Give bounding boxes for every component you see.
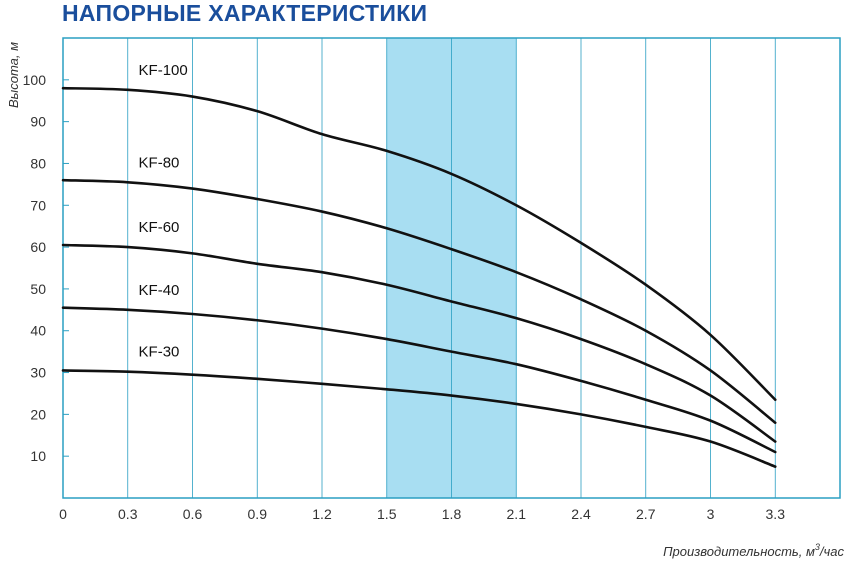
grid-layer [63, 38, 776, 498]
x-axis-title-sup: 3 [815, 542, 820, 552]
x-tick-label: 2.4 [571, 506, 591, 522]
series-line-kf-60 [61, 243, 777, 443]
x-tick-label: 3.3 [766, 506, 786, 522]
x-tick-label: 1.5 [377, 506, 397, 522]
series-layer [61, 86, 777, 468]
y-tick-label: 30 [30, 365, 46, 381]
series-label-kf-30: KF-30 [139, 344, 180, 361]
series-label-kf-40: KF-40 [139, 282, 180, 299]
x-tick-label: 0.3 [118, 506, 138, 522]
y-tick-label: 20 [30, 406, 46, 422]
x-tick-label: 0.6 [183, 506, 203, 522]
y-tick-label: 50 [30, 281, 46, 297]
x-tick-label: 1.8 [442, 506, 462, 522]
y-tick-label: 70 [30, 197, 46, 213]
series-label-kf-60: KF-60 [139, 219, 180, 236]
series-labels-layer: KF-100 KF-80 KF-60 KF-40 KF-30 [139, 62, 188, 361]
plot-frame-layer [62, 37, 841, 499]
y-tick-label: 40 [30, 323, 46, 339]
x-tick-label: 0 [59, 506, 67, 522]
x-tick-label: 2.7 [636, 506, 656, 522]
series-line-kf-80 [61, 178, 777, 425]
y-tick-label: 100 [23, 72, 47, 88]
x-axis-title-suffix: /час [819, 544, 845, 559]
y-tick-label: 80 [30, 155, 46, 171]
series-label-kf-80: KF-80 [139, 154, 180, 171]
series-line-kf-30 [61, 369, 777, 468]
y-tick-label: 60 [30, 239, 46, 255]
x-tick-label: 0.9 [248, 506, 268, 522]
series-line-kf-100 [61, 86, 777, 402]
series-line-kf-40 [61, 306, 777, 454]
y-tick-label: 90 [30, 114, 46, 130]
x-axis-title-main: Производительность, м [663, 544, 815, 559]
x-axis-title: Производительность, м3/час [663, 542, 844, 559]
chart-title: НАПОРНЫЕ ХАРАКТЕРИСТИКИ [62, 0, 428, 26]
x-tick-label: 3 [707, 506, 715, 522]
tick-labels-layer: 0 0.3 0.6 0.9 1.2 1.5 1.8 2.1 2.4 2.7 3 3.3 10 20 30 40… [23, 72, 786, 522]
x-tick-label: 1.2 [312, 506, 332, 522]
y-axis-title: Высота, м [6, 42, 21, 108]
plot-frame [62, 37, 841, 499]
y-tick-label: 10 [30, 448, 46, 464]
series-label-kf-100: KF-100 [139, 62, 188, 79]
x-tick-label: 2.1 [507, 506, 527, 522]
